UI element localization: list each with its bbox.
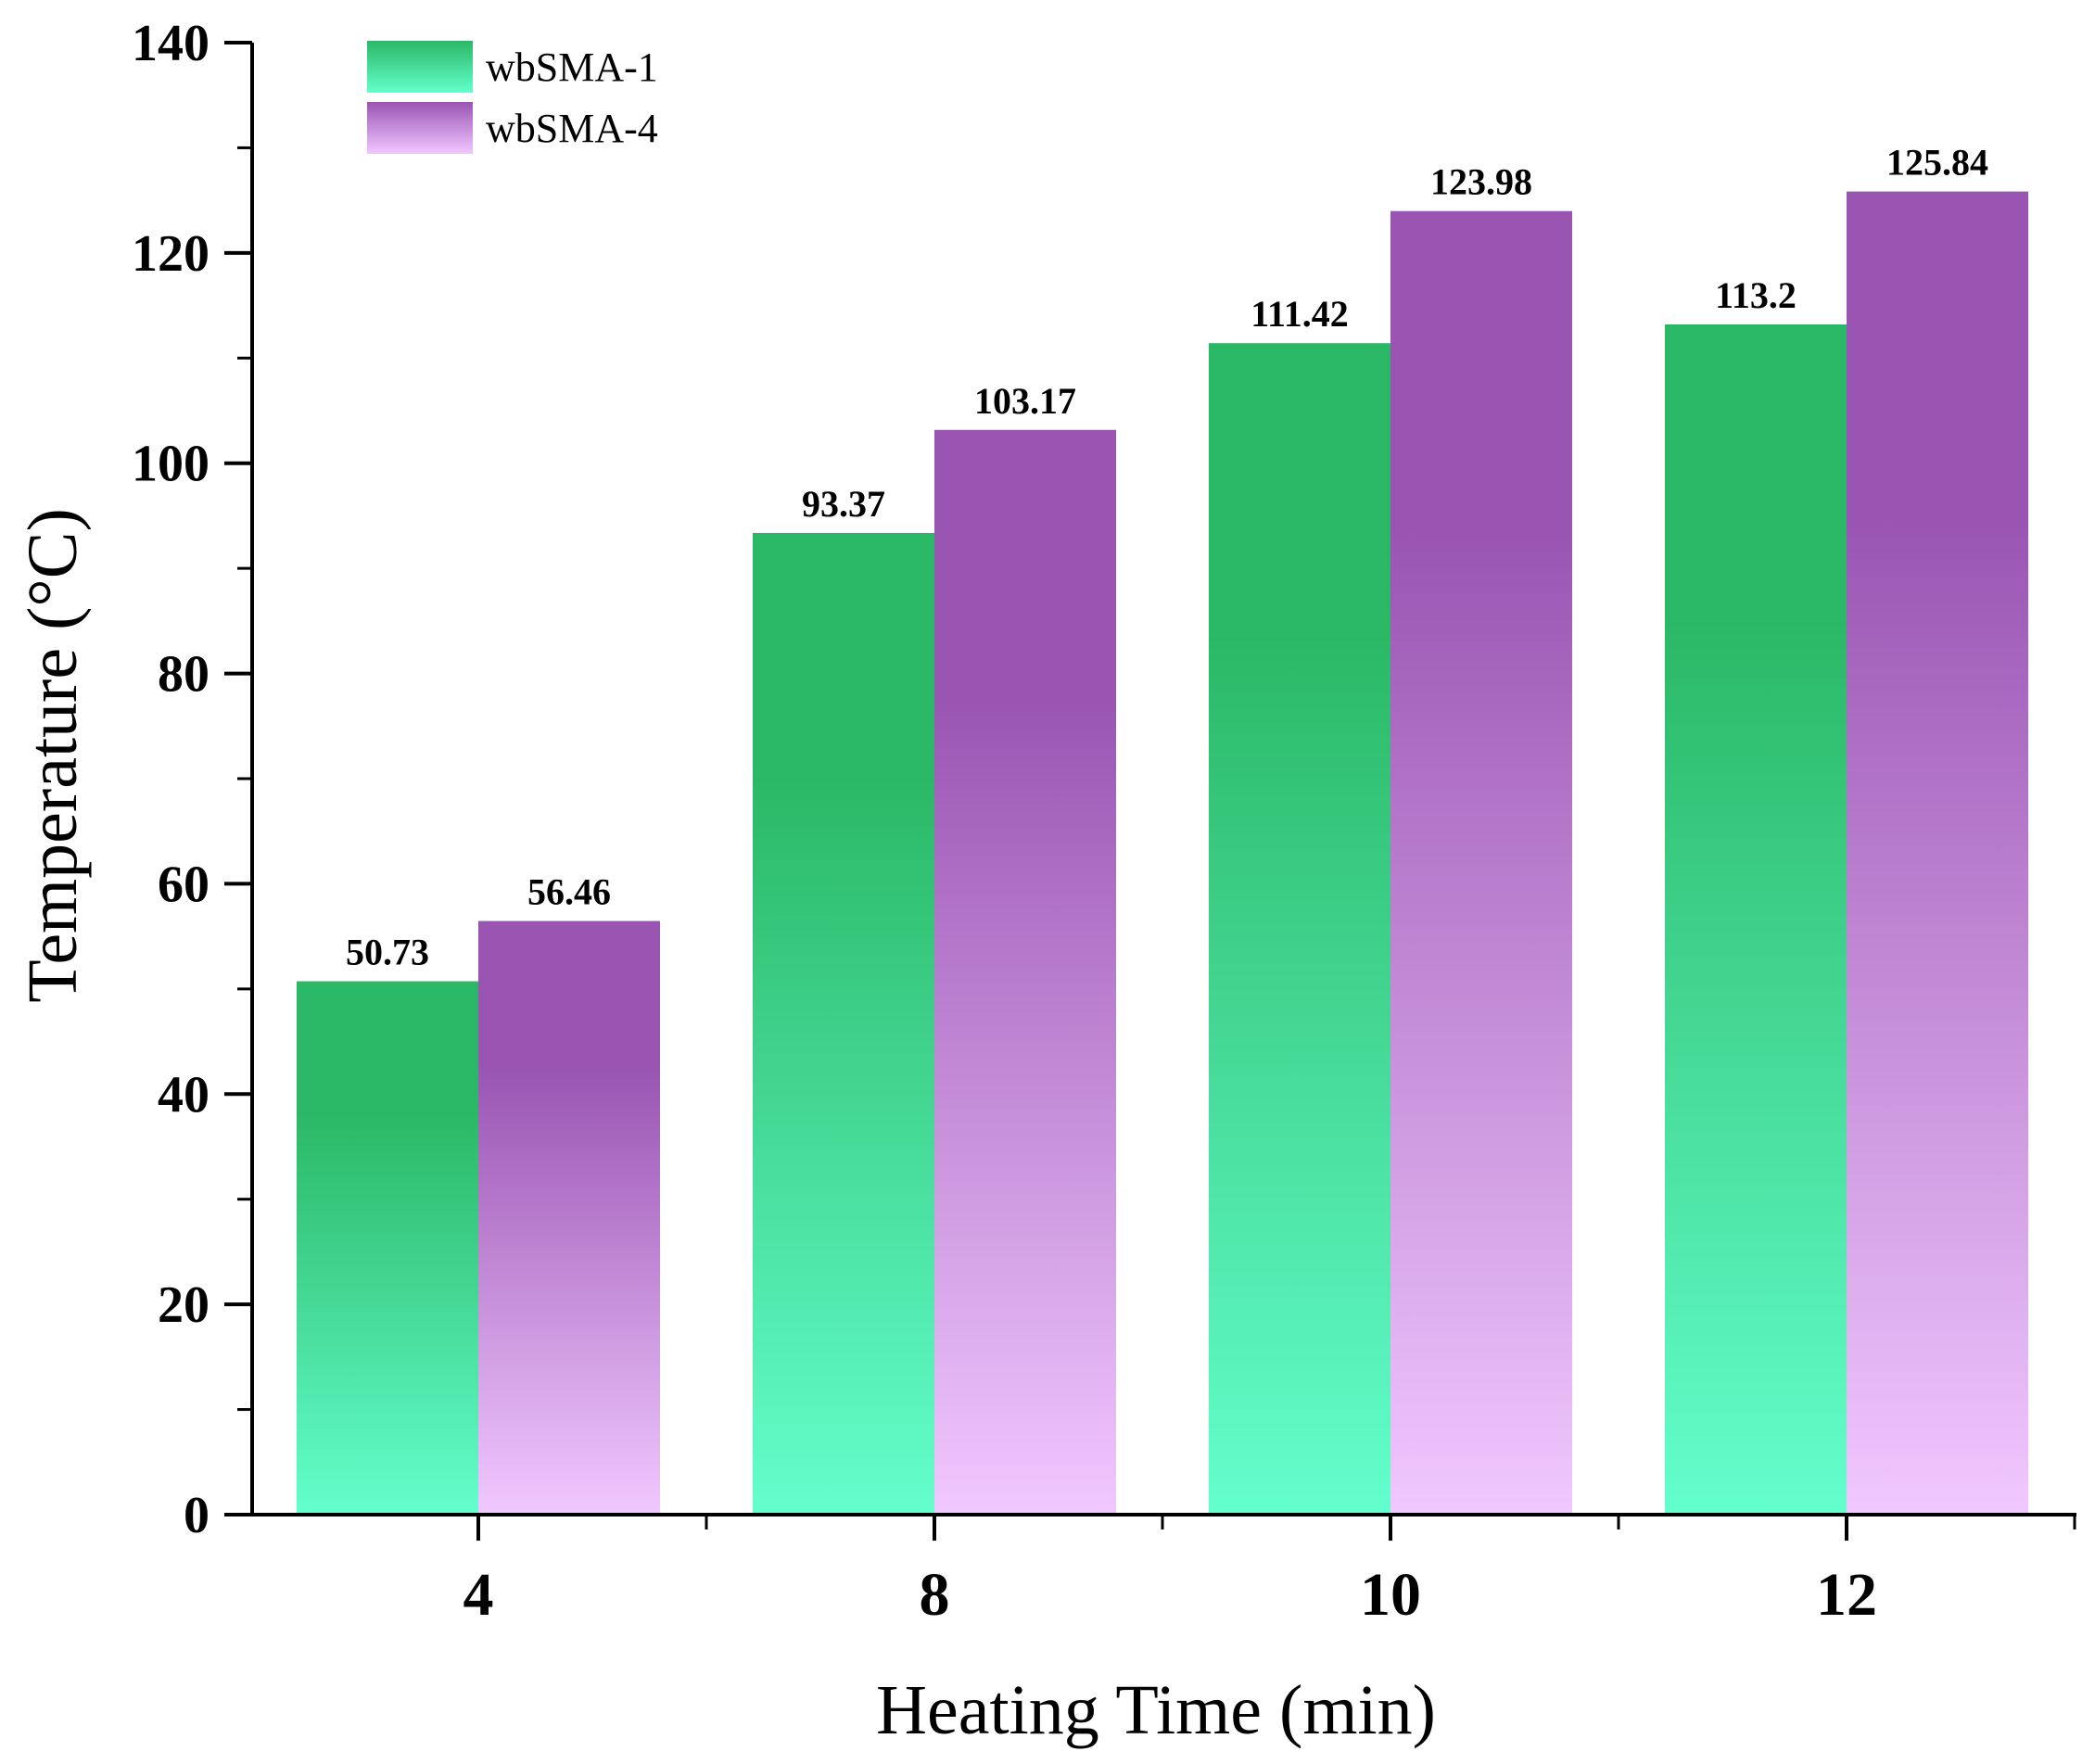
legend-label-wbSMA-4: wbSMA-4 xyxy=(486,106,658,151)
x-tick-label-8: 8 xyxy=(920,1561,950,1629)
bar-wbSMA-4-8 xyxy=(934,429,1116,1515)
y-tick-label-20: 20 xyxy=(158,1276,210,1334)
bars-layer xyxy=(297,191,2028,1516)
y-tick-label-140: 140 xyxy=(132,15,210,72)
bar-wbSMA-4-12 xyxy=(1847,191,2028,1515)
x-axis-title: Heating Time (min) xyxy=(876,1671,1436,1749)
x-tick-label-4: 4 xyxy=(463,1561,494,1629)
legend-label-wbSMA-1: wbSMA-1 xyxy=(486,44,658,90)
data-label-wbSMA-1-4: 50.73 xyxy=(346,932,429,973)
y-axis-title: Temperature (°C) xyxy=(14,508,92,1003)
axes-layer: 0 20 40 60 80 100 120 140 4 8 10 12 xyxy=(132,15,2076,1629)
bar-wbSMA-1-4 xyxy=(297,981,478,1515)
bar-wbSMA-1-10 xyxy=(1209,343,1390,1516)
y-tick-label-120: 120 xyxy=(132,225,210,283)
data-label-wbSMA-4-10: 123.98 xyxy=(1430,161,1532,203)
bar-wbSMA-1-8 xyxy=(753,532,934,1515)
data-label-wbSMA-4-12: 125.84 xyxy=(1886,142,1988,184)
data-label-wbSMA-4-8: 103.17 xyxy=(974,380,1076,422)
y-tick-label-40: 40 xyxy=(158,1066,210,1123)
data-label-wbSMA-4-4: 56.46 xyxy=(527,871,611,913)
y-tick-label-0: 0 xyxy=(184,1487,210,1544)
x-tick-label-12: 12 xyxy=(1816,1561,1877,1629)
bar-wbSMA-1-12 xyxy=(1665,324,1847,1516)
x-tick-label-10: 10 xyxy=(1360,1561,1421,1629)
legend-swatch-wbSMA-4 xyxy=(367,102,473,154)
data-label-wbSMA-1-10: 111.42 xyxy=(1251,293,1349,335)
data-labels-layer: 50.73 56.46 93.37 103.17 111.42 123.98 113.2 12… xyxy=(346,142,1988,973)
y-tick-label-60: 60 xyxy=(158,856,210,913)
y-tick-label-80: 80 xyxy=(158,646,210,704)
y-tick-label-100: 100 xyxy=(132,436,210,493)
data-label-wbSMA-1-8: 93.37 xyxy=(802,483,885,525)
data-label-wbSMA-1-12: 113.2 xyxy=(1715,274,1797,316)
legend: wbSMA-1 wbSMA-4 xyxy=(367,41,658,154)
bar-wbSMA-4-4 xyxy=(478,920,660,1515)
legend-swatch-wbSMA-1 xyxy=(367,41,473,93)
bar-wbSMA-4-10 xyxy=(1390,210,1572,1516)
